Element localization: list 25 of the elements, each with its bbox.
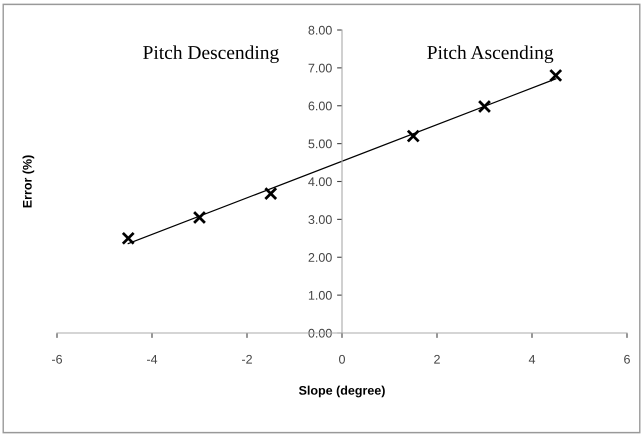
x-tick-label: 2 <box>434 354 440 364</box>
y-tick-label: 4.00 <box>308 177 332 186</box>
y-tick-label: 2.00 <box>308 253 332 262</box>
point <box>264 186 278 200</box>
point <box>548 68 563 82</box>
y-tick-label: 3.00 <box>308 215 332 224</box>
point <box>192 210 206 224</box>
x-tick-label: -6 <box>52 354 62 364</box>
point <box>406 129 420 143</box>
annotation: Pitch Descending <box>143 45 279 64</box>
x-tick-label: 6 <box>624 354 630 364</box>
y-tick-label: 6.00 <box>308 102 332 110</box>
y-tick-label: 8.00 <box>308 26 332 35</box>
x-tick-label: -2 <box>242 354 252 364</box>
point <box>478 100 492 114</box>
x-tick-label: 0 <box>339 354 345 364</box>
x-tick-label: -4 <box>147 354 158 364</box>
x-axis-title: Slope (degree) <box>298 386 385 398</box>
point <box>121 232 136 246</box>
x-tick-label: 4 <box>528 354 536 364</box>
y-axis-title: Error (%) <box>22 155 34 208</box>
y-tick-label: 5.00 <box>308 139 332 148</box>
annotation: Pitch Ascending <box>427 45 554 64</box>
y-tick-label: 7.00 <box>308 64 332 73</box>
y-tick-label: 1.00 <box>308 290 332 300</box>
